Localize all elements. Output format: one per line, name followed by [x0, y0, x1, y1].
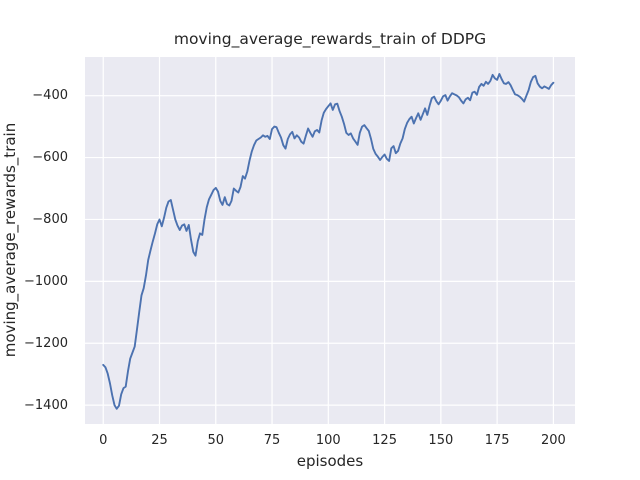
x-tick-label: 200 — [540, 433, 566, 448]
x-tick-label: 50 — [207, 433, 225, 448]
data-line — [102, 73, 555, 410]
y-tick-label: −1000 — [24, 273, 68, 289]
y-tick-label: −1400 — [24, 397, 68, 413]
x-tick-label: 75 — [263, 433, 281, 448]
x-tick-label: 25 — [151, 433, 168, 448]
x-tick-label: 150 — [428, 433, 454, 448]
x-axis-label: episodes — [296, 452, 364, 470]
y-tick-label: −400 — [32, 88, 68, 104]
x-tick-label: 0 — [99, 433, 108, 448]
plot-area — [85, 57, 575, 424]
y-tick-label: −600 — [32, 150, 68, 166]
x-tick-label: 175 — [484, 433, 510, 448]
y-tick-label: −800 — [32, 211, 68, 227]
x-tick-label: 125 — [372, 433, 397, 448]
x-tick-label: 100 — [315, 433, 341, 448]
y-tick-label: −1200 — [24, 335, 68, 351]
chart-title: moving_average_rewards_train of DDPG — [173, 30, 487, 48]
